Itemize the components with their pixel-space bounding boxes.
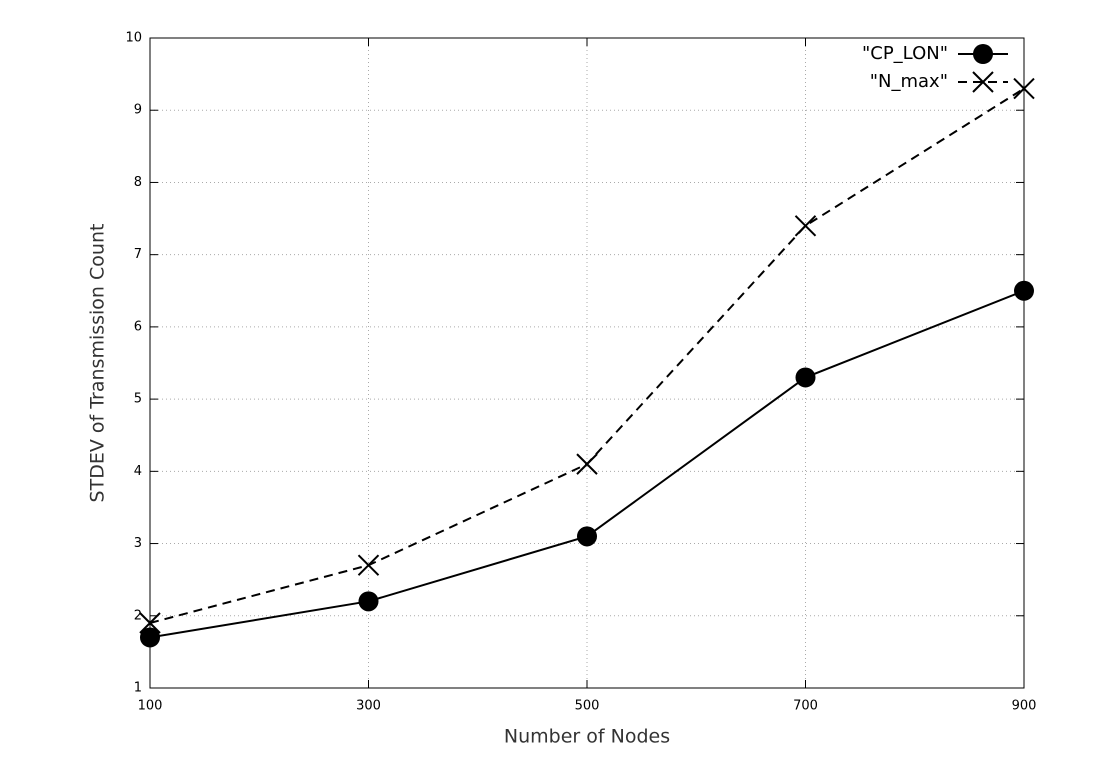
marker bbox=[139, 612, 161, 634]
marker bbox=[358, 591, 379, 612]
y-tick-label: 4 bbox=[134, 464, 142, 479]
plot-frame bbox=[149, 37, 1025, 689]
x-tick-label: 700 bbox=[793, 699, 818, 714]
y-tick-label: 2 bbox=[134, 608, 142, 623]
y-tick-label: 3 bbox=[134, 536, 142, 551]
y-tick-label: 7 bbox=[134, 247, 142, 262]
y-tick-label: 8 bbox=[134, 175, 142, 190]
marker bbox=[576, 453, 598, 475]
marker bbox=[140, 627, 160, 648]
y-tick-label: 1 bbox=[134, 681, 142, 696]
legend-label: "CP_LON" bbox=[862, 43, 948, 64]
x-tick-label: 100 bbox=[138, 699, 163, 714]
y-tick-label: 9 bbox=[134, 103, 142, 118]
marker bbox=[1014, 280, 1034, 301]
x-tick-label: 900 bbox=[1012, 699, 1037, 714]
marker bbox=[577, 526, 597, 547]
legend-label: "N_max" bbox=[870, 71, 948, 92]
marker bbox=[1013, 77, 1035, 100]
marker bbox=[795, 367, 816, 388]
y-tick-label: 6 bbox=[134, 319, 142, 334]
x-axis-label: Number of Nodes bbox=[504, 726, 670, 748]
x-tick-label: 500 bbox=[575, 699, 600, 714]
x-tick-label: 300 bbox=[356, 699, 381, 714]
marker bbox=[794, 215, 817, 237]
y-axis-label: STDEV of Transmission Count bbox=[87, 224, 109, 503]
y-tick-label: 5 bbox=[134, 392, 142, 407]
marker bbox=[357, 554, 380, 576]
legend-marker bbox=[972, 71, 994, 93]
y-tick-label: 10 bbox=[125, 31, 142, 46]
legend-marker bbox=[973, 44, 993, 64]
